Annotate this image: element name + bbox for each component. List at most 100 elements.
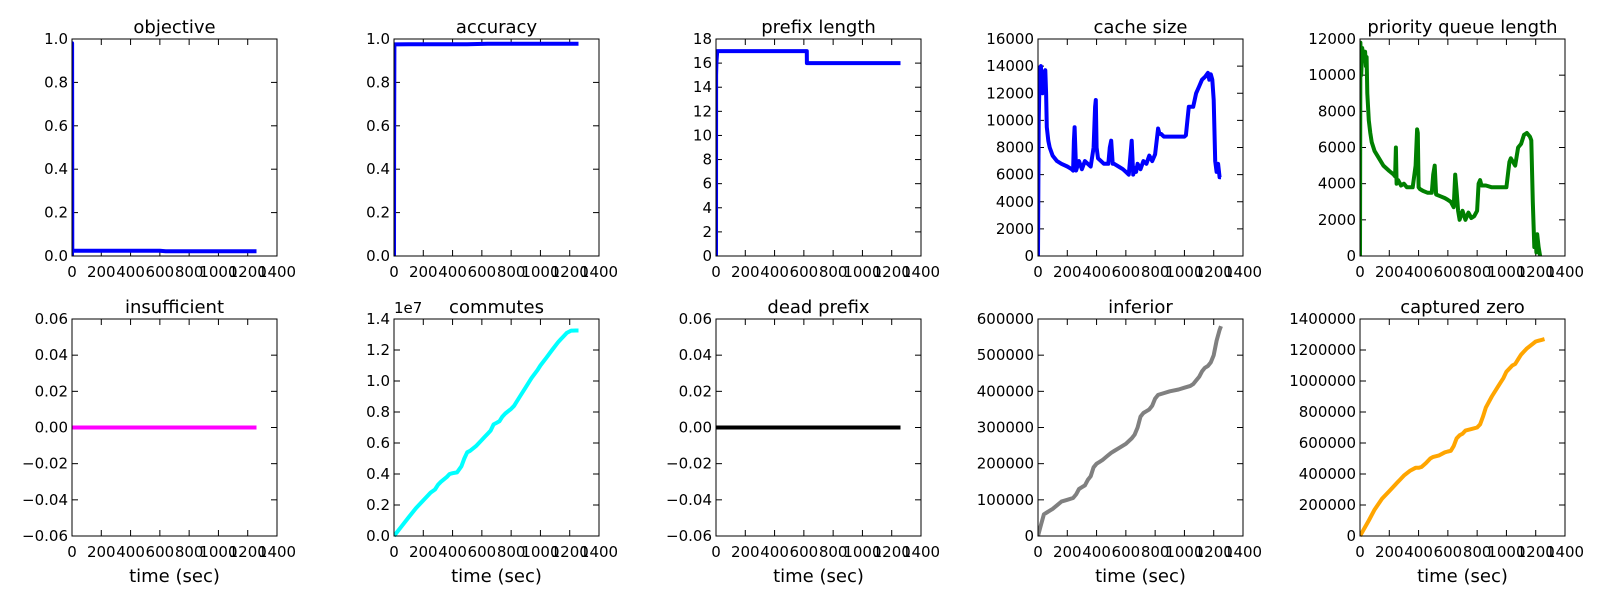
x-tick-label: 1400 xyxy=(1546,263,1584,281)
y-tick-label: 1.4 xyxy=(366,310,390,328)
y-tick-label: 0.4 xyxy=(366,160,390,178)
y-tick-label: 1.0 xyxy=(366,30,390,48)
x-tick-label: 800 xyxy=(1141,263,1170,281)
x-tick-label: 1400 xyxy=(580,263,618,281)
y-tick-label: 800000 xyxy=(1299,403,1356,421)
x-tick-label: 200 xyxy=(409,543,438,561)
x-tick-label: 0 xyxy=(1355,543,1365,561)
x-tick-label: 400 xyxy=(1082,543,1111,561)
y-tick-label: 8000 xyxy=(996,139,1034,157)
y-tick-label: 0.6 xyxy=(366,434,390,452)
y-tick-label: 6000 xyxy=(1318,139,1356,157)
x-tick-label: 1200 xyxy=(873,543,911,561)
y-tick-label: 10000 xyxy=(986,111,1034,129)
x-tick-label: 0 xyxy=(67,263,77,281)
y-tick-label: −0.04 xyxy=(22,491,68,509)
y-tick-label: 300000 xyxy=(977,419,1034,437)
x-axis-label: time (sec) xyxy=(1095,566,1186,587)
x-tick-label: 0 xyxy=(389,543,399,561)
x-tick-label: 1400 xyxy=(258,543,296,561)
y-tick-label: −0.02 xyxy=(22,455,68,473)
axes-frame xyxy=(715,38,922,257)
y-tick-label: 14 xyxy=(693,78,712,96)
x-tick-label: 200 xyxy=(1053,543,1082,561)
y-tick-label: 6000 xyxy=(996,166,1034,184)
x-tick-label: 800 xyxy=(819,543,848,561)
x-tick-label: 600 xyxy=(790,263,819,281)
y-tick-label: 10000 xyxy=(1308,66,1356,84)
y-tick-label: 0.2 xyxy=(366,496,390,514)
x-tick-label: 0 xyxy=(1355,263,1365,281)
chart-title: objective xyxy=(133,17,215,38)
x-tick-label: 600 xyxy=(1112,263,1141,281)
y-tick-label: 0.0 xyxy=(366,247,390,265)
x-tick-label: 1400 xyxy=(1224,263,1262,281)
x-tick-label: 800 xyxy=(175,543,204,561)
y-tick-label: 600000 xyxy=(1299,434,1356,452)
y-tick-label: 200000 xyxy=(977,455,1034,473)
series-line-inferior xyxy=(1038,325,1223,537)
x-tick-label: 200 xyxy=(1375,263,1404,281)
y-tick-label: 0.2 xyxy=(44,204,68,222)
x-tick-label: 800 xyxy=(497,263,526,281)
chart-title: prefix length xyxy=(761,17,876,38)
chart-title: inferior xyxy=(1108,297,1173,318)
y-tick-label: 12000 xyxy=(1308,30,1356,48)
x-tick-label: 200 xyxy=(1375,543,1404,561)
x-tick-label: 600 xyxy=(468,543,497,561)
chart-title: cache size xyxy=(1094,17,1188,38)
y-tick-label: 1000000 xyxy=(1289,372,1356,390)
x-tick-label: 0 xyxy=(711,263,721,281)
x-tick-label: 400 xyxy=(760,543,789,561)
x-tick-label: 1400 xyxy=(902,263,940,281)
series-line-captured-zero xyxy=(1360,337,1546,537)
x-tick-label: 200 xyxy=(87,543,116,561)
x-tick-label: 1200 xyxy=(551,263,589,281)
y-tick-label: 0.4 xyxy=(44,160,68,178)
x-tick-label: 1000 xyxy=(521,263,559,281)
x-tick-label: 400 xyxy=(760,263,789,281)
x-tick-label: 0 xyxy=(67,543,77,561)
x-tick-label: 800 xyxy=(819,263,848,281)
x-tick-label: 1000 xyxy=(1165,543,1203,561)
x-axis-label: time (sec) xyxy=(1417,566,1508,587)
chart-title: captured zero xyxy=(1400,297,1525,318)
y-tick-label: 0.06 xyxy=(35,310,68,328)
y-tick-label: 0.6 xyxy=(44,117,68,135)
x-tick-label: 600 xyxy=(790,543,819,561)
x-tick-label: 800 xyxy=(1463,263,1492,281)
axes-frame xyxy=(393,38,600,257)
y-tick-label: 0.2 xyxy=(366,204,390,222)
y-tick-label: 200000 xyxy=(1299,496,1356,514)
axes-frame xyxy=(1037,318,1244,537)
y-tick-label: 0.04 xyxy=(679,346,712,364)
y-tick-label: 18 xyxy=(693,30,712,48)
x-tick-label: 1400 xyxy=(580,543,618,561)
y-tick-label: 600000 xyxy=(977,310,1034,328)
x-tick-label: 600 xyxy=(1434,263,1463,281)
x-axis-label: time (sec) xyxy=(451,566,542,587)
y-tick-label: 12 xyxy=(693,102,712,120)
x-tick-label: 1000 xyxy=(1165,263,1203,281)
y-tick-label: 0.00 xyxy=(35,419,68,437)
chart-title: priority queue length xyxy=(1367,17,1557,38)
y-tick-label: 0.04 xyxy=(35,346,68,364)
x-tick-label: 800 xyxy=(1463,543,1492,561)
x-tick-label: 1000 xyxy=(199,543,237,561)
x-tick-label: 600 xyxy=(468,263,497,281)
x-tick-label: 1000 xyxy=(843,263,881,281)
x-tick-label: 200 xyxy=(1053,263,1082,281)
y-tick-label: 400000 xyxy=(1299,465,1356,483)
x-axis-label: time (sec) xyxy=(773,566,864,587)
axes-frame xyxy=(1359,318,1566,537)
y-tick-label: 0.6 xyxy=(366,117,390,135)
y-tick-label: 0.4 xyxy=(366,465,390,483)
y-tick-label: 0.0 xyxy=(366,527,390,545)
